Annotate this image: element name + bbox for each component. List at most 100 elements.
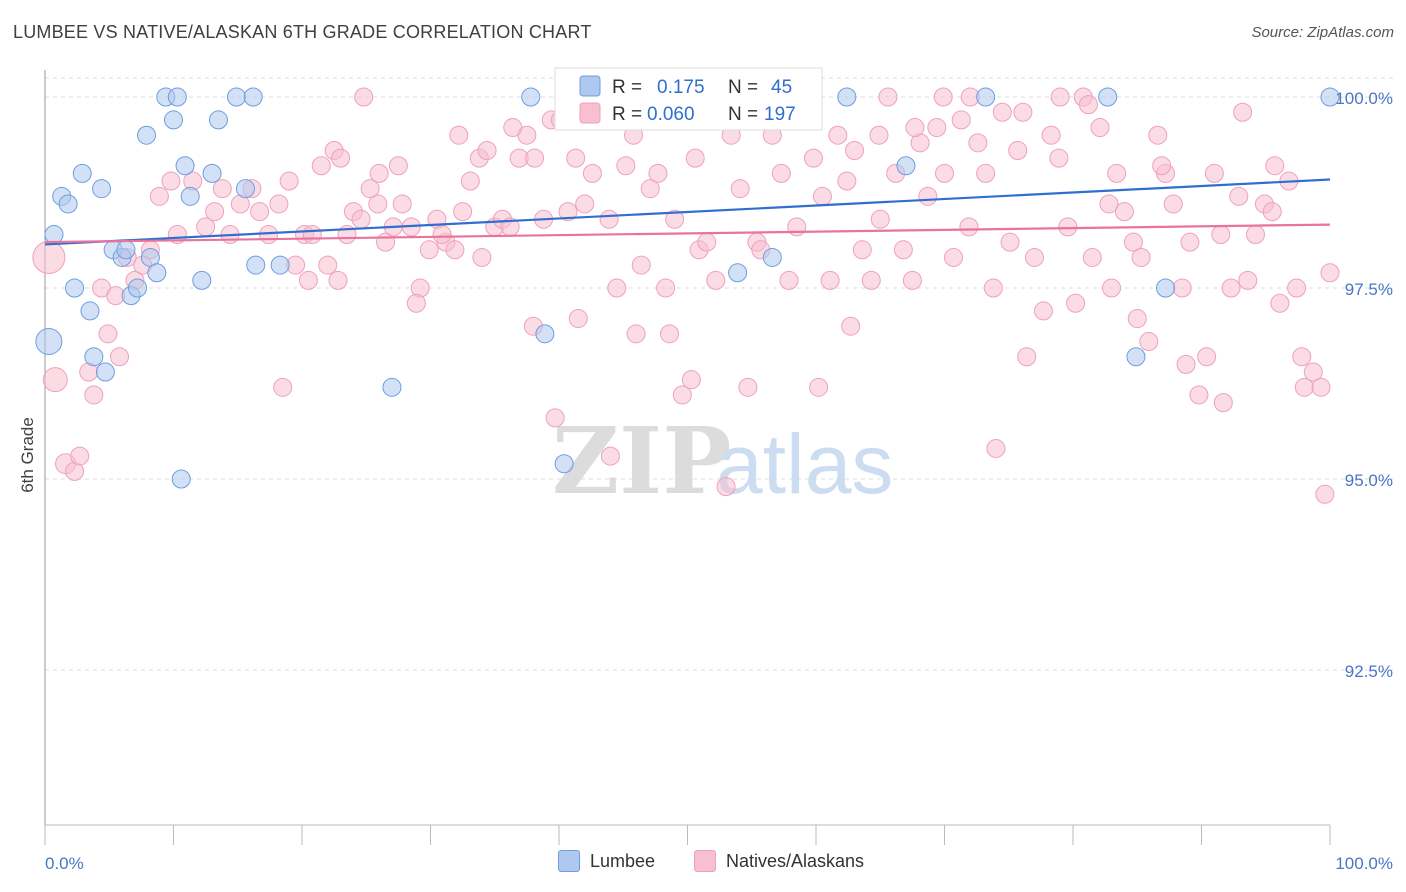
native-point bbox=[1265, 156, 1285, 176]
lumbee-point bbox=[84, 347, 104, 367]
native-point bbox=[582, 163, 602, 183]
native-point bbox=[656, 278, 676, 298]
y-axis-label: 6th Grade bbox=[18, 417, 37, 493]
native-point bbox=[545, 408, 565, 428]
native-point bbox=[369, 163, 389, 183]
y-tick-label: 92.5% bbox=[1345, 662, 1393, 681]
native-point bbox=[599, 209, 619, 229]
native-point bbox=[779, 270, 799, 290]
lumbee-point bbox=[72, 163, 92, 183]
native-point bbox=[1204, 163, 1224, 183]
native-point bbox=[1315, 484, 1335, 504]
lumbee-point bbox=[1156, 278, 1176, 298]
native-point bbox=[1245, 225, 1265, 245]
lumbee-point bbox=[243, 87, 263, 107]
native-point bbox=[575, 194, 595, 214]
native-point bbox=[841, 316, 861, 336]
native-point bbox=[837, 171, 857, 191]
legend-r-label-native: R = bbox=[612, 104, 642, 125]
lumbee-point bbox=[896, 156, 916, 176]
native-point bbox=[149, 186, 169, 206]
native-point bbox=[697, 232, 717, 252]
native-point bbox=[1041, 125, 1061, 145]
native-point bbox=[738, 377, 758, 397]
native-point bbox=[869, 125, 889, 145]
native-point bbox=[933, 87, 953, 107]
lumbee-point bbox=[180, 186, 200, 206]
native-point bbox=[878, 87, 898, 107]
lumbee-point bbox=[1098, 87, 1118, 107]
native-point bbox=[812, 186, 832, 206]
native-point bbox=[1013, 102, 1033, 122]
native-point bbox=[392, 194, 412, 214]
native-point bbox=[1233, 102, 1253, 122]
native-point bbox=[98, 324, 118, 344]
native-point bbox=[1000, 232, 1020, 252]
y-tick-label: 95.0% bbox=[1345, 471, 1393, 490]
lumbee-point bbox=[270, 255, 290, 275]
lumbee-point bbox=[208, 110, 228, 130]
native-point bbox=[1270, 293, 1290, 313]
native-point bbox=[893, 240, 913, 260]
native-point bbox=[32, 240, 66, 274]
lumbee-point bbox=[164, 110, 183, 130]
native-point bbox=[1180, 232, 1200, 252]
lumbee-point bbox=[192, 270, 212, 290]
native-point bbox=[273, 377, 293, 397]
watermark-atlas: atlas bbox=[716, 417, 893, 511]
native-point bbox=[279, 171, 299, 191]
native-point bbox=[706, 270, 726, 290]
native-point bbox=[730, 179, 750, 199]
native-swatch bbox=[694, 850, 716, 872]
native-point bbox=[861, 270, 881, 290]
native-point bbox=[84, 385, 104, 405]
lumbee-point bbox=[728, 263, 748, 283]
native-point bbox=[992, 102, 1012, 122]
legend-n-label-lumbee: N = bbox=[728, 77, 758, 98]
legend-n-value-lumbee: 45 bbox=[771, 77, 792, 98]
native-point bbox=[1152, 156, 1172, 176]
native-point bbox=[212, 179, 232, 199]
native-point bbox=[771, 163, 791, 183]
native-point bbox=[1024, 247, 1044, 267]
native-point bbox=[1262, 202, 1282, 222]
native-point bbox=[1050, 87, 1070, 107]
native-point bbox=[905, 118, 925, 138]
lumbee-point bbox=[226, 87, 246, 107]
lumbee-point bbox=[44, 225, 64, 245]
native-point bbox=[1303, 362, 1323, 382]
lumbee-point bbox=[521, 87, 541, 107]
native-point bbox=[1082, 247, 1102, 267]
native-point bbox=[1131, 247, 1151, 267]
lumbee-point bbox=[147, 263, 167, 283]
native-point bbox=[42, 367, 68, 393]
native-point bbox=[870, 209, 890, 229]
tick-layer: 100.0% 97.5% 95.0% 92.5% 0.0% 100.0% bbox=[44, 89, 1393, 873]
native-point bbox=[453, 202, 473, 222]
native-point bbox=[1099, 194, 1119, 214]
native-point bbox=[943, 247, 963, 267]
native-point bbox=[626, 324, 646, 344]
native-point bbox=[328, 270, 348, 290]
native-point bbox=[432, 225, 452, 245]
native-point bbox=[1058, 217, 1078, 237]
native-point bbox=[1213, 393, 1233, 413]
native-point bbox=[298, 270, 318, 290]
y-tick-label: 97.5% bbox=[1345, 280, 1393, 299]
native-point bbox=[525, 148, 545, 168]
native-point bbox=[959, 217, 979, 237]
native-point bbox=[616, 156, 636, 176]
native-point bbox=[852, 240, 872, 260]
native-point bbox=[354, 87, 374, 107]
chart-title: LUMBEE VS NATIVE/ALASKAN 6TH GRADE CORRE… bbox=[13, 22, 592, 42]
native-point bbox=[968, 133, 988, 153]
trend-layer bbox=[44, 178, 1331, 246]
native-point bbox=[558, 202, 578, 222]
native-point bbox=[1127, 309, 1147, 329]
native-point bbox=[672, 385, 692, 405]
native-point bbox=[1066, 293, 1086, 313]
legend-swatch-native bbox=[579, 102, 601, 124]
native-point bbox=[660, 324, 680, 344]
native-point bbox=[1320, 263, 1340, 283]
